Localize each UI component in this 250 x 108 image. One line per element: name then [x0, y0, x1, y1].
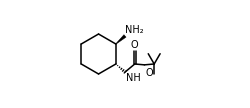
- Text: NH: NH: [126, 73, 140, 83]
- Text: O: O: [131, 40, 138, 50]
- Text: NH₂: NH₂: [126, 25, 144, 35]
- Text: O: O: [145, 68, 153, 78]
- Polygon shape: [116, 35, 126, 44]
